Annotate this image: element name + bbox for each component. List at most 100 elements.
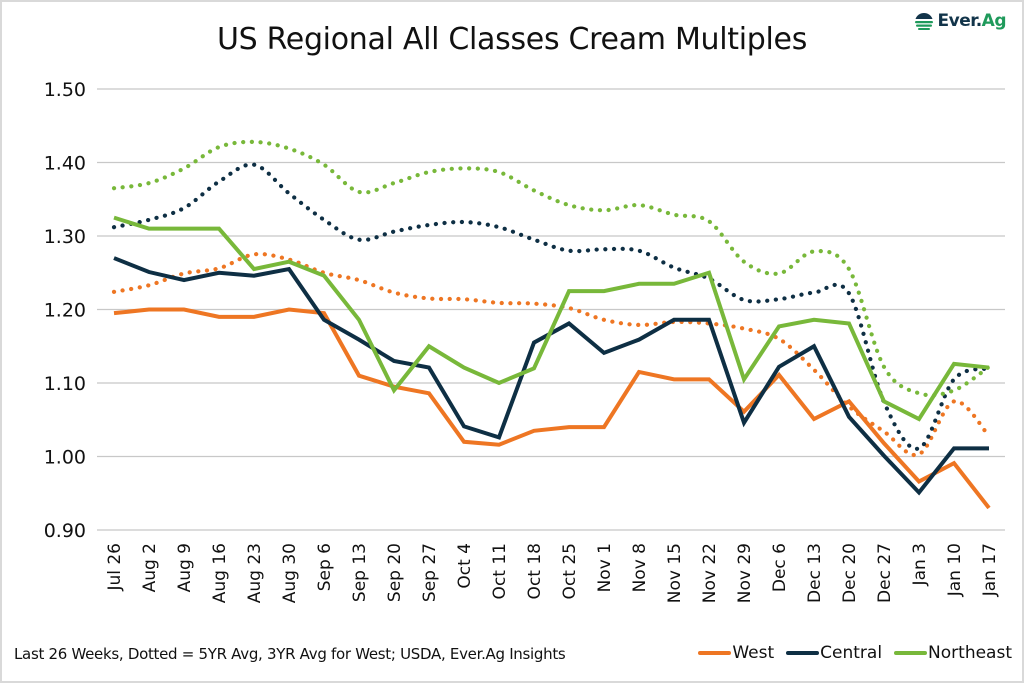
y-tick-label: 1.50 [44, 79, 86, 101]
data-point [952, 461, 956, 465]
data-point [567, 306, 571, 310]
data-point [427, 391, 431, 395]
data-point [252, 252, 256, 256]
data-point [112, 225, 116, 229]
data-point [427, 223, 431, 227]
legend-label-central: Central [820, 643, 883, 663]
legend-swatch-northeast [894, 651, 928, 655]
data-point [217, 227, 221, 231]
x-tick-label: Jan 10 [945, 543, 965, 597]
x-tick-label: Dec 13 [805, 543, 825, 603]
series-line-northeast-5yr-avg [111, 139, 992, 398]
legend-item-northeast: Northeast [894, 643, 1012, 663]
ever-ag-logo: Ever.Ag [913, 10, 1007, 32]
data-point [812, 249, 816, 253]
x-tick-label: Aug 23 [245, 543, 265, 603]
data-point [567, 321, 571, 325]
data-point [217, 180, 221, 184]
data-point [217, 266, 221, 270]
data-point [322, 218, 326, 222]
data-point [672, 318, 676, 322]
series-northeast [113, 215, 990, 422]
data-point [357, 338, 361, 342]
x-tick-label: Nov 15 [665, 543, 685, 603]
chart-title: US Regional All Classes Cream Multiples [216, 22, 808, 57]
data-point [847, 399, 851, 403]
series-lines [111, 139, 992, 510]
series-line-central-5yr-avg [111, 162, 992, 451]
data-point [882, 430, 886, 434]
x-tick-label: Aug 2 [140, 543, 160, 592]
data-point [182, 166, 186, 170]
source-note: Last 26 Weeks, Dotted = 5YR Avg, 3YR Avg… [14, 645, 566, 663]
x-tick-label: Nov 22 [700, 543, 720, 603]
logo-text-main: Ever. [937, 11, 983, 31]
data-point [462, 366, 466, 370]
data-point [567, 249, 571, 253]
y-tick-label: 1.10 [44, 373, 86, 395]
data-point [952, 388, 956, 392]
data-point [637, 338, 641, 342]
data-point [357, 374, 361, 378]
data-point [252, 315, 256, 319]
data-point [882, 441, 886, 445]
data-point [357, 238, 361, 242]
data-point [742, 327, 746, 331]
series-northeast-5yr-avg [111, 139, 992, 398]
data-point [917, 446, 921, 450]
data-point [847, 321, 851, 325]
data-point [847, 291, 851, 295]
data-point [567, 289, 571, 293]
data-point [637, 203, 641, 207]
data-point [952, 399, 956, 403]
data-point [532, 366, 536, 370]
gridlines [97, 88, 1005, 531]
data-point [287, 191, 291, 195]
data-point [987, 446, 991, 450]
data-point [322, 274, 326, 278]
data-point [637, 249, 641, 253]
data-point [777, 337, 781, 341]
data-point [532, 238, 536, 242]
legend-item-central: Central [786, 643, 882, 663]
data-point [777, 373, 781, 377]
data-point [602, 351, 606, 355]
data-point [917, 391, 921, 395]
x-tick-label: Oct 25 [560, 543, 580, 599]
y-tick-label: 1.40 [44, 153, 86, 175]
data-point [812, 344, 816, 348]
data-point [427, 170, 431, 174]
x-tick-label: Dec 27 [875, 543, 895, 603]
data-point [952, 362, 956, 366]
data-point [602, 318, 606, 322]
series-line-northeast [113, 215, 990, 422]
data-point [847, 267, 851, 271]
data-point [147, 283, 151, 287]
data-point [147, 227, 151, 231]
data-point [182, 278, 186, 282]
series-central-5yr-avg [111, 162, 992, 451]
data-point [322, 163, 326, 167]
data-point [707, 219, 711, 223]
data-point [917, 452, 921, 456]
data-point [287, 147, 291, 151]
data-point [602, 425, 606, 429]
y-axis-tick-labels: 0.90 1.00 1.10 1.20 1.30 1.40 1.50 [44, 79, 86, 542]
data-point [847, 415, 851, 419]
data-point [777, 324, 781, 328]
data-point [147, 308, 151, 312]
data-point [672, 213, 676, 217]
logo-text-accent: Ag [981, 11, 1007, 31]
x-tick-label: Aug 9 [175, 543, 195, 592]
data-point [707, 318, 711, 322]
data-point [672, 266, 676, 270]
data-point [917, 417, 921, 421]
data-point [777, 297, 781, 301]
data-point [217, 315, 221, 319]
data-point [672, 282, 676, 286]
data-point [707, 377, 711, 381]
data-point [252, 274, 256, 278]
data-point [427, 366, 431, 370]
data-point [777, 271, 781, 275]
